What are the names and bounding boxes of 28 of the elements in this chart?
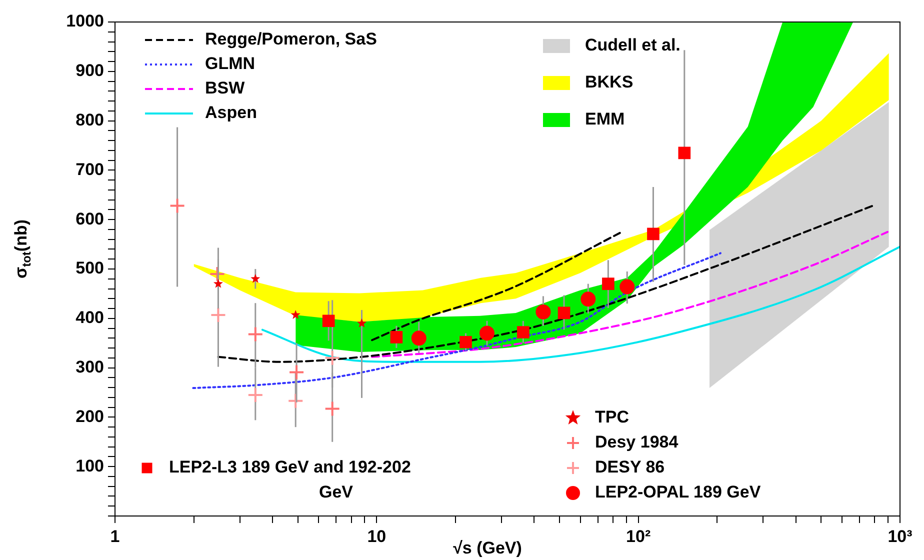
- x-tick-label: 10: [367, 526, 386, 546]
- y-tick-label: 800: [76, 110, 104, 130]
- legend-label: GLMN: [205, 54, 256, 74]
- y-tick-label: 1000: [66, 12, 104, 31]
- y-tick-label: 700: [76, 160, 104, 179]
- x-axis-title: √s (GeV): [453, 538, 522, 558]
- y-tick-label: 200: [76, 406, 104, 426]
- y-tick-label: 300: [76, 357, 104, 376]
- legend-label: BSW: [205, 78, 246, 98]
- y-tick-label: 400: [76, 308, 104, 328]
- y-tick-label: 100: [76, 456, 104, 476]
- legend-label: Regge/Pomeron, SaS: [205, 30, 377, 49]
- legend-label: EMM: [585, 110, 625, 129]
- x-tick-label: 10²: [626, 526, 651, 546]
- legend-label: BKKS: [585, 72, 634, 92]
- y-axis-title: σtot(nb): [12, 219, 34, 279]
- legend-label: TPC: [595, 408, 629, 427]
- legend-label: LEP2-OPAL 189 GeV: [595, 482, 762, 502]
- y-tick-label: 900: [76, 61, 104, 80]
- x-tick-label: 1: [110, 526, 120, 546]
- y-tick-label: 500: [76, 258, 104, 278]
- legend-label: LEP2-L3 189 GeV and 192-202 GeV: [169, 458, 411, 502]
- y-tick-label: 600: [76, 209, 104, 228]
- legend-label: DESY 86: [595, 458, 665, 477]
- x-tick-label: 10³: [888, 526, 913, 546]
- legend-label: Cudell et al.: [585, 36, 680, 55]
- legend-label: Aspen: [205, 103, 257, 122]
- legend-label: Desy 1984: [595, 432, 679, 452]
